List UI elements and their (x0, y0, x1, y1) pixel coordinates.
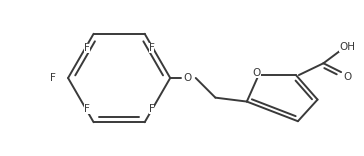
Text: O: O (344, 72, 352, 82)
Text: F: F (84, 105, 90, 115)
Text: F: F (84, 43, 90, 53)
Text: O: O (253, 68, 261, 78)
Text: OH: OH (339, 41, 355, 52)
Text: F: F (50, 73, 56, 83)
Text: F: F (149, 43, 154, 53)
Text: F: F (149, 105, 154, 115)
Text: O: O (184, 73, 192, 83)
